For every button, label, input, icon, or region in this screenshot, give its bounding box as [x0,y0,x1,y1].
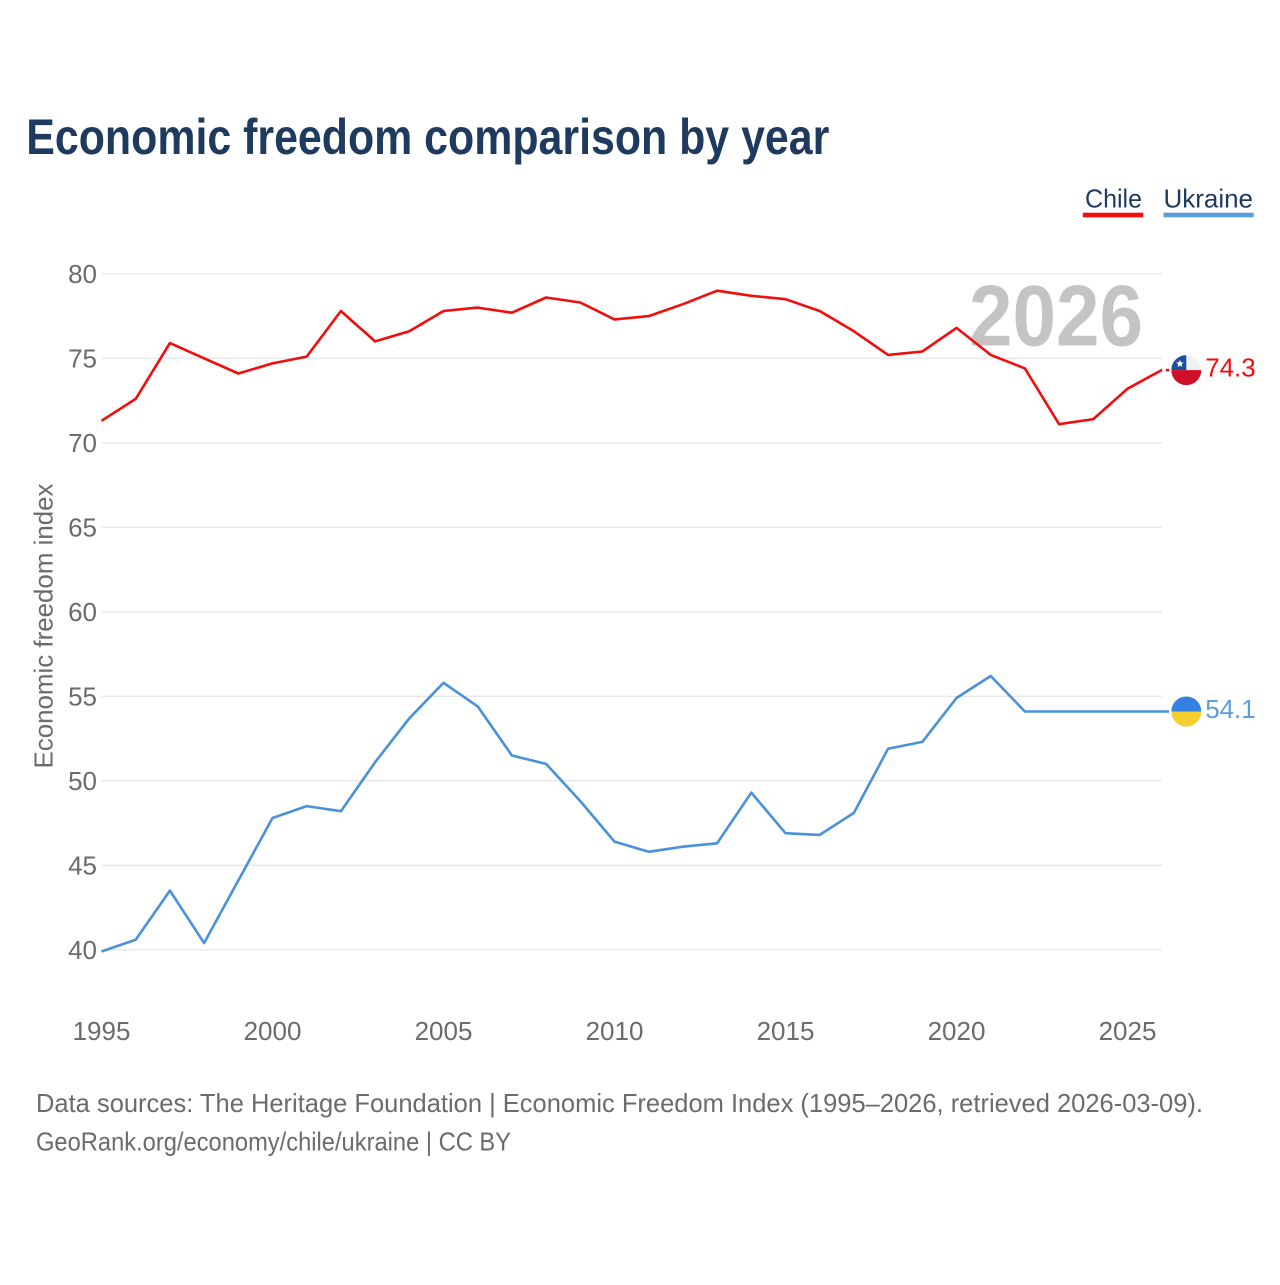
svg-text:2010: 2010 [586,1016,644,1046]
svg-text:Chile: Chile [1085,184,1142,214]
svg-text:GeoRank.org/economy/chile/ukra: GeoRank.org/economy/chile/ukraine | CC B… [36,1127,511,1157]
svg-text:65: 65 [68,512,97,542]
svg-text:Ukraine: Ukraine [1164,184,1254,214]
svg-text:74.3: 74.3 [1205,353,1256,383]
svg-text:2025: 2025 [1099,1016,1157,1046]
svg-text:2020: 2020 [928,1016,986,1046]
svg-text:70: 70 [68,428,97,458]
svg-text:Economic freedom index: Economic freedom index [29,484,59,769]
svg-text:2015: 2015 [757,1016,815,1046]
svg-text:2000: 2000 [244,1016,302,1046]
svg-text:60: 60 [68,597,97,627]
svg-text:Data sources: The Heritage Fou: Data sources: The Heritage Foundation | … [36,1088,1203,1118]
svg-text:55: 55 [68,681,97,711]
svg-text:1995: 1995 [73,1016,131,1046]
svg-text:40: 40 [68,935,97,965]
svg-text:75: 75 [68,343,97,373]
svg-text:Economic freedom comparison by: Economic freedom comparison by year [26,109,829,165]
svg-text:80: 80 [68,259,97,289]
svg-text:45: 45 [68,850,97,880]
svg-text:54.1: 54.1 [1205,694,1256,724]
svg-text:2005: 2005 [415,1016,473,1046]
svg-text:50: 50 [68,766,97,796]
svg-text:2026: 2026 [969,269,1143,365]
